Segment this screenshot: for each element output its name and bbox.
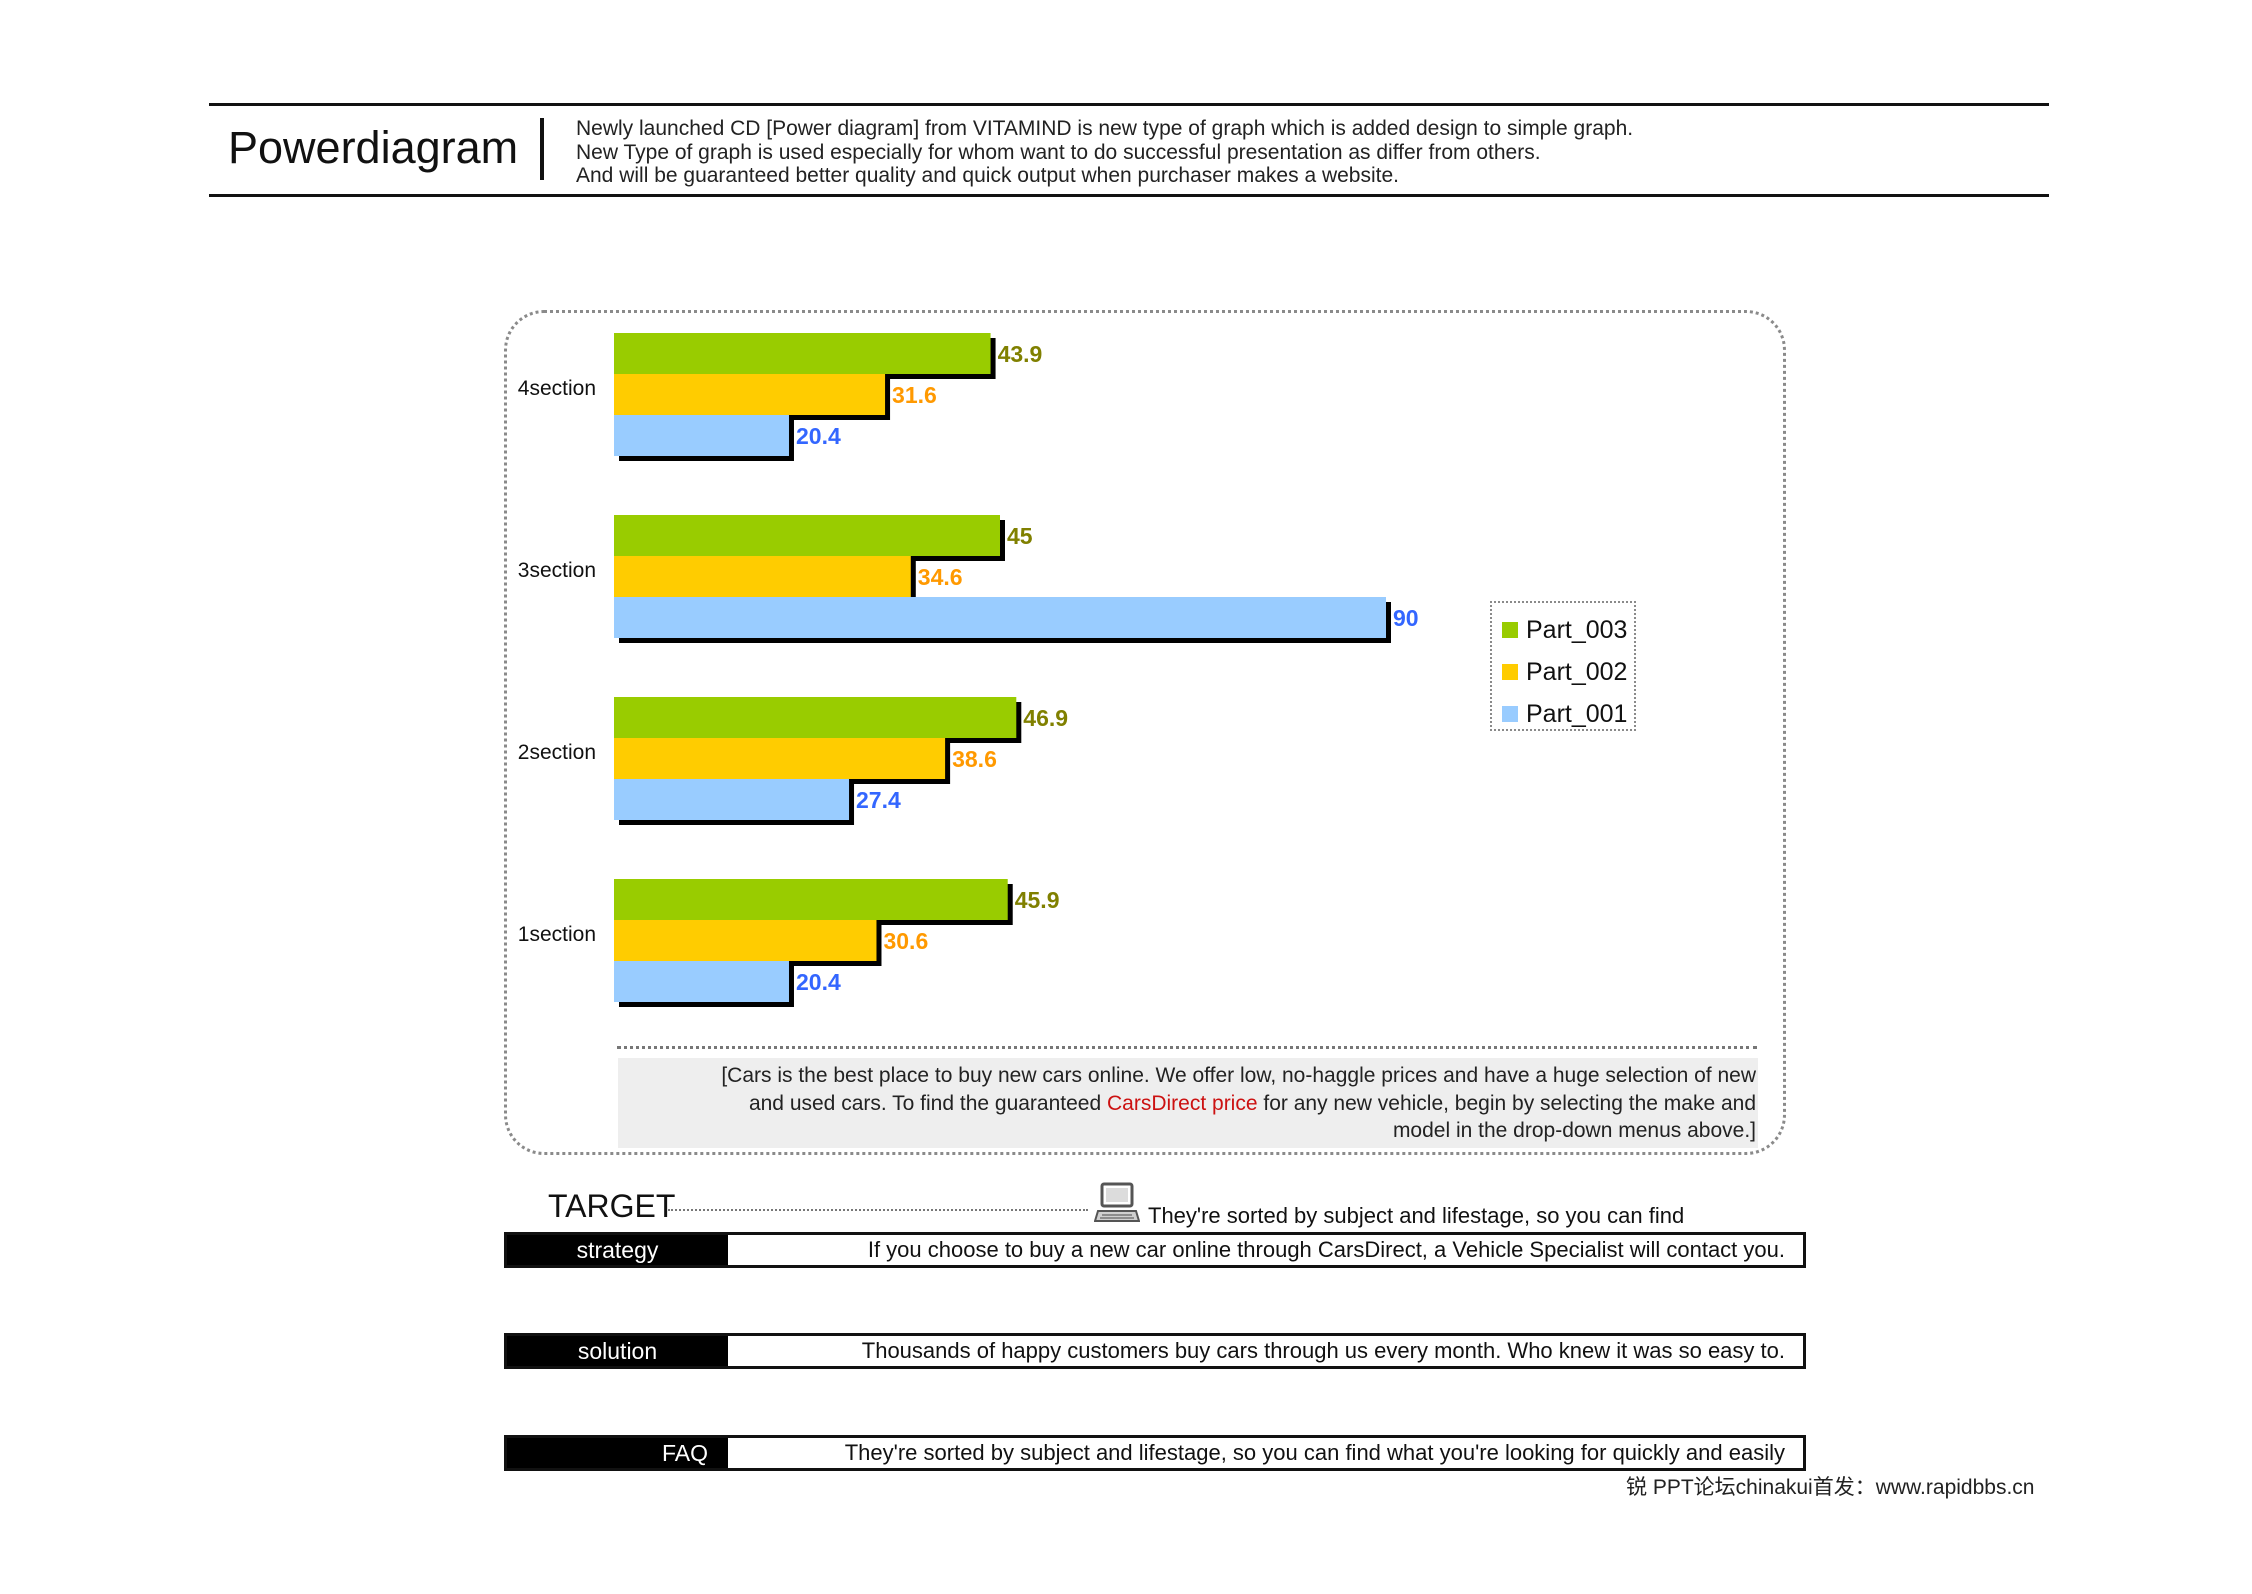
faq-text: They're sorted by subject and lifestage,… [844, 1440, 1785, 1465]
target-dotted-line [668, 1209, 1088, 1211]
solution-text: Thousands of happy customers buy cars th… [861, 1338, 1785, 1363]
data-label: 34.6 [918, 564, 963, 590]
data-label: 38.6 [952, 746, 997, 772]
data-label: 30.6 [883, 928, 928, 954]
category-label: 2section [518, 741, 596, 764]
data-label: 45 [1007, 523, 1033, 549]
solution-label: solution [507, 1336, 728, 1366]
bar [614, 697, 1017, 738]
data-label: 43.9 [998, 341, 1043, 367]
legend-label: Part_002 [1526, 657, 1628, 686]
bar [614, 333, 991, 374]
category-label: 1section [518, 923, 596, 946]
legend-item: Part_003 [1502, 609, 1634, 651]
description-line: New Type of graph is used especially for… [576, 140, 1541, 164]
legend-swatch [1502, 664, 1518, 680]
legend-item: Part_001 [1502, 693, 1634, 735]
data-label: 31.6 [892, 382, 937, 408]
header-top-rule [209, 103, 2049, 106]
legend-item: Part_002 [1502, 651, 1634, 693]
description-line: Newly launched CD [Power diagram] from V… [576, 117, 1634, 140]
note-separator [617, 1046, 1757, 1049]
data-label: 20.4 [796, 423, 841, 449]
bar [614, 597, 1386, 638]
bar [614, 920, 877, 961]
header-divider [540, 118, 544, 180]
legend-swatch [1502, 706, 1518, 722]
faq-label: FAQ [507, 1438, 728, 1468]
description-line: And will be guaranteed better quality an… [576, 164, 1399, 187]
header-description: Newly launched CD [Power diagram] from V… [576, 117, 1633, 188]
data-label: 45.9 [1015, 887, 1060, 913]
bar [614, 961, 789, 1002]
note-text: for any new vehicle, begin by selecting … [1257, 1091, 1756, 1115]
note-text: and used cars. To find the guaranteed [748, 1091, 1107, 1115]
solution-row: solution Thousands of happy customers bu… [504, 1333, 1806, 1369]
bar [614, 738, 946, 779]
chart-frame [504, 310, 1786, 1155]
bar [614, 779, 850, 820]
bar [614, 415, 789, 456]
footer-credit: 锐 PPT论坛chinakui首发：www.rapidbbs.cn [1626, 1476, 2035, 1499]
target-description: They're sorted by subject and lifestage,… [1148, 1203, 1685, 1228]
strategy-text: If you choose to buy a new car online th… [867, 1237, 1785, 1262]
carsdirect-price-highlight: CarsDirect price [1107, 1091, 1258, 1115]
computer-icon [1094, 1182, 1140, 1222]
chart-legend: Part_003 Part_002 Part_001 [1490, 601, 1636, 731]
bar [614, 374, 886, 415]
page-title: Powerdiagram [228, 122, 519, 173]
chart-note: [Cars is the best place to buy new cars … [618, 1058, 1758, 1148]
category-label: 4section [518, 377, 596, 400]
data-label: 46.9 [1023, 705, 1068, 731]
legend-swatch [1502, 622, 1518, 638]
strategy-label: strategy [507, 1235, 728, 1265]
bar [614, 556, 911, 597]
category-label: 3section [518, 559, 596, 582]
note-line: and used cars. To find the guaranteed Ca… [618, 1090, 1756, 1118]
faq-row: FAQ They're sorted by subject and lifest… [504, 1435, 1806, 1471]
target-title: TARGET [548, 1188, 676, 1224]
legend-label: Part_001 [1526, 699, 1628, 728]
data-label: 90 [1393, 605, 1419, 631]
note-line: model in the drop-down menus above.] [1392, 1119, 1756, 1142]
strategy-row: strategy If you choose to buy a new car … [504, 1232, 1806, 1268]
note-line: [Cars is the best place to buy new cars … [721, 1064, 1756, 1087]
bar [614, 879, 1008, 920]
legend-label: Part_003 [1526, 615, 1628, 644]
data-label: 20.4 [796, 969, 841, 995]
bar [614, 515, 1000, 556]
data-label: 27.4 [856, 787, 901, 813]
header-bottom-rule [209, 194, 2049, 197]
